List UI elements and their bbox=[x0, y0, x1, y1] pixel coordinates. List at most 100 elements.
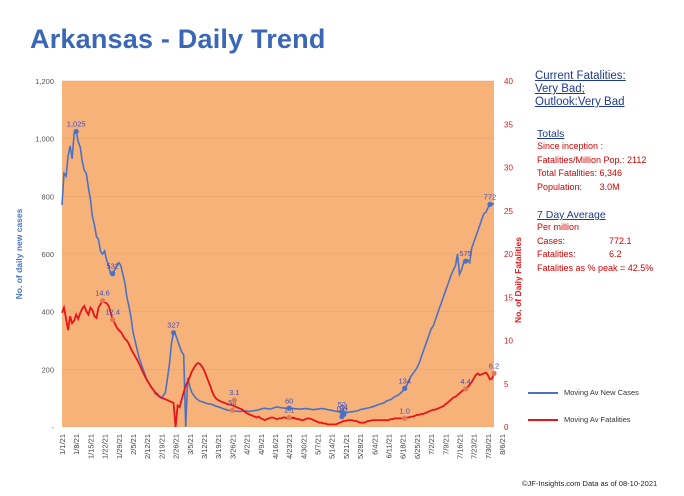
y-tick-label: 800 bbox=[41, 192, 54, 201]
x-axis-ticks: 1/1/21 1/8/21 1/15/21 1/22/21 1/29/21 2/5/21 2… bbox=[58, 434, 507, 459]
gridlines bbox=[62, 80, 494, 370]
data-point-marker bbox=[487, 201, 493, 208]
x-tick-label: 5/21/21 bbox=[342, 434, 351, 459]
y2-tick-label: 30 bbox=[504, 164, 513, 173]
data-point-marker bbox=[229, 407, 235, 413]
x-tick-label: 1/22/21 bbox=[101, 434, 110, 459]
avg-fatalities-label: Fatalities: bbox=[537, 249, 576, 259]
x-tick-label: 3/5/21 bbox=[186, 434, 195, 455]
y-axis-ticks: - 200 400 600 800 1,000 1,200 bbox=[35, 77, 54, 432]
data-point-marker bbox=[339, 414, 345, 420]
page-title: Arkansas - Daily Trend bbox=[30, 24, 326, 54]
y-tick-label: 1,200 bbox=[35, 77, 54, 86]
x-tick-label: 6/11/21 bbox=[385, 434, 394, 458]
y2-tick-label: 5 bbox=[504, 380, 509, 389]
data-label: 327 bbox=[167, 321, 180, 330]
data-label: 134 bbox=[399, 376, 412, 385]
data-point-marker bbox=[402, 385, 408, 391]
seven-day-average-box: 7 Day Average Per million Cases: 772.1 Fa… bbox=[537, 209, 677, 275]
x-tick-label: 3/26/21 bbox=[228, 434, 237, 459]
y-tick-label: - bbox=[52, 423, 55, 432]
data-label: 4.4 bbox=[460, 377, 470, 386]
x-tick-label: 2/19/21 bbox=[157, 434, 166, 459]
data-label: 52 bbox=[338, 400, 346, 409]
data-label: 3.1 bbox=[229, 388, 239, 397]
legend-fatalities-label: Moving Av Fatalities bbox=[564, 415, 631, 424]
data-point-marker bbox=[110, 317, 116, 323]
data-point-marker bbox=[110, 271, 116, 277]
avg-fatalities-value: 6.2 bbox=[609, 249, 622, 259]
x-tick-label: 5/7/21 bbox=[314, 434, 323, 455]
data-point-marker bbox=[286, 405, 292, 411]
y-tick-label: 400 bbox=[41, 308, 54, 317]
totals-heading: Totals bbox=[537, 128, 565, 140]
legend-fatalities: Moving Av Fatalities bbox=[528, 415, 631, 424]
data-point-marker bbox=[463, 386, 469, 392]
footer-credit: ©JF-Insights.com Data as of 08-10-2021 bbox=[522, 479, 658, 488]
data-point-marker bbox=[73, 128, 79, 135]
x-tick-label: 8/6/21 bbox=[498, 434, 507, 455]
data-label: 12.4 bbox=[105, 308, 120, 317]
x-tick-label: 6/25/21 bbox=[413, 434, 422, 459]
x-tick-label: 3/19/21 bbox=[214, 434, 223, 459]
data-point-marker bbox=[286, 414, 292, 421]
data-label: 44 bbox=[340, 402, 348, 411]
data-point-marker bbox=[231, 397, 237, 403]
data-label: 6.2 bbox=[489, 361, 499, 370]
avg-heading: 7 Day Average bbox=[537, 209, 606, 221]
x-tick-label: 4/9/21 bbox=[257, 434, 266, 455]
x-tick-label: 1/29/21 bbox=[115, 434, 124, 459]
x-tick-label: 7/9/21 bbox=[441, 434, 450, 455]
x-tick-label: 1/15/21 bbox=[86, 434, 95, 459]
y2-axis-ticks: 0 5 10 15 20 25 30 35 40 bbox=[504, 77, 513, 432]
x-tick-label: 3/12/21 bbox=[200, 434, 209, 459]
x-tick-label: 5/14/21 bbox=[328, 434, 337, 459]
x-tick-label: 4/23/21 bbox=[285, 434, 294, 459]
data-label: 772 bbox=[484, 192, 497, 201]
y2-tick-label: 40 bbox=[504, 77, 513, 86]
x-tick-label: 1/8/21 bbox=[72, 434, 81, 455]
x-tick-label: 7/23/21 bbox=[470, 434, 479, 459]
x-tick-label: 4/30/21 bbox=[299, 434, 308, 459]
avg-peak: Fatalities as % peak = 42.5% bbox=[537, 262, 654, 273]
avg-cases-label: Cases: bbox=[537, 235, 566, 246]
data-point-marker bbox=[170, 330, 177, 336]
population-label: Population: bbox=[537, 181, 583, 192]
data-label: 1.0 bbox=[400, 406, 410, 415]
x-tick-label: 2/12/21 bbox=[143, 434, 152, 459]
totals-per-million: Fatalities/Million Pop.: 2112 bbox=[537, 154, 647, 165]
data-point-marker bbox=[402, 415, 408, 421]
legend-cases-swatch bbox=[528, 392, 558, 395]
totals-box: Totals Since inception : Fatalities/Mill… bbox=[537, 128, 677, 194]
avg-fatalities: Fatalities: 6.2 bbox=[537, 248, 677, 262]
cases-series-line bbox=[61, 130, 495, 428]
avg-per-million: Per million bbox=[537, 222, 580, 232]
x-tick-label: 2/5/21 bbox=[129, 434, 138, 455]
x-tick-label: 7/16/21 bbox=[456, 434, 465, 459]
population-value: 3.0M bbox=[599, 181, 620, 192]
avg-cases-value: 772.1 bbox=[609, 235, 632, 246]
avg-cases: Cases: 772.1 bbox=[537, 235, 677, 249]
status-line-1: Current Fatalities: bbox=[535, 70, 626, 82]
totals-population: Population: 3.0M bbox=[537, 181, 677, 195]
x-tick-label: 7/2/21 bbox=[427, 434, 436, 455]
status-line-2: Very Bad; bbox=[535, 83, 585, 95]
data-label: 14.6 bbox=[95, 289, 110, 298]
x-tick-label: 4/16/21 bbox=[271, 434, 280, 459]
data-label: 1.1 bbox=[284, 405, 294, 414]
y2-tick-label: 10 bbox=[504, 337, 513, 346]
data-label: 0.6 bbox=[337, 405, 347, 414]
status-line-3: Outlook:Very Bad bbox=[535, 96, 625, 108]
y2-axis-label: No. of Daily Fatalities bbox=[513, 237, 523, 323]
y-axis-label: No. of daily new cases bbox=[14, 208, 24, 299]
y2-tick-label: 15 bbox=[504, 293, 513, 302]
y-tick-label: 200 bbox=[41, 365, 54, 374]
x-tick-label: 6/18/21 bbox=[399, 434, 408, 459]
data-label: 575 bbox=[459, 249, 472, 258]
data-label: 1,025 bbox=[67, 119, 86, 128]
y2-tick-label: 25 bbox=[504, 207, 513, 216]
x-tick-label: 4/2/21 bbox=[243, 434, 252, 455]
y-tick-label: 600 bbox=[41, 250, 54, 259]
